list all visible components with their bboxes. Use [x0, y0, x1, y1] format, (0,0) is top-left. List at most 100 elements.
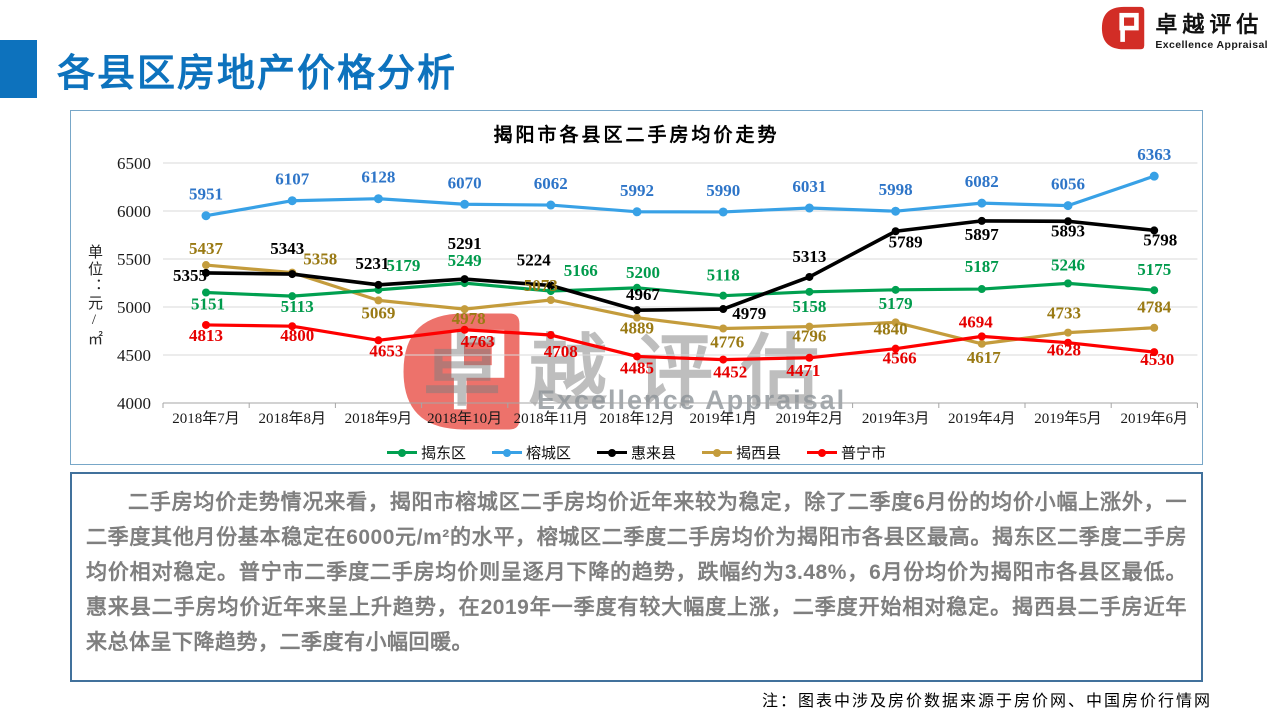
data-label: 5897 [965, 225, 1000, 244]
page-title: 各县区房地产价格分析 [57, 53, 458, 95]
data-label: 5798 [1143, 230, 1177, 249]
data-label: 6128 [361, 168, 395, 187]
data-point [546, 295, 555, 304]
data-label: 5179 [879, 294, 913, 313]
company-logo-text: 卓越评估 Excellence Appraisal [1155, 7, 1268, 51]
gridlines: 4000 4500 5000 5500 6000 6500 [117, 154, 1198, 413]
legend-item-榕城区: 榕城区 [491, 442, 571, 463]
data-label: 4979 [732, 304, 766, 323]
data-point [202, 268, 210, 277]
legend-item-揭西县: 揭西县 [702, 442, 781, 463]
watermark-subtext: Excellence Appraisal [537, 385, 847, 415]
x-axis-tick-label: 2018年9月 [345, 410, 413, 427]
data-point [719, 324, 728, 333]
data-label: 6056 [1051, 175, 1085, 194]
data-point [1150, 323, 1159, 332]
watermark: 卓越评估 Excellence Appraisal [71, 111, 1202, 464]
x-axis-tick-label: 2019年1月 [689, 410, 757, 427]
y-axis-unit-label: 单位：元/㎡ [86, 244, 102, 347]
series-揭东区 [202, 279, 1159, 301]
data-point [1064, 338, 1072, 347]
data-point [374, 280, 383, 289]
data-point [977, 216, 986, 225]
series-惠来县 [202, 216, 1159, 315]
data-point [1063, 201, 1073, 211]
y-axis-tick-label: 4000 [117, 394, 151, 413]
chart-legend: 揭东区 榕城区 惠来县 揭西县 普宁市 [71, 442, 1202, 463]
data-label: 5789 [889, 232, 923, 251]
data-point [374, 296, 383, 305]
series-line-揭西县 [205, 263, 1155, 346]
legend-label: 揭东区 [420, 446, 466, 462]
data-label: 4813 [189, 326, 223, 345]
data-label: 5073 [524, 276, 558, 295]
data-point [288, 270, 297, 279]
data-label: 5187 [965, 257, 1000, 276]
x-axis-tick-label: 2019年4月 [948, 410, 1016, 427]
x-axis-tick-label: 2019年5月 [1034, 410, 1102, 427]
data-point [460, 325, 469, 334]
data-point [977, 332, 986, 341]
data-label: 5166 [564, 261, 598, 280]
data-label: 5151 [191, 295, 225, 314]
series-line-普宁市 [205, 323, 1155, 362]
x-axis: 2018年7月 2018年8月 2018年9月 2018年10月 2018年11月 201… [162, 403, 1198, 427]
data-label: 4800 [280, 326, 314, 345]
data-label: 4978 [452, 309, 486, 328]
data-point [633, 283, 641, 292]
company-logo-icon [1101, 6, 1147, 52]
legend-marker-icon [491, 448, 522, 457]
x-axis-tick-label: 2019年6月 [1120, 410, 1188, 427]
data-point [288, 292, 297, 301]
series-line-揭东区 [205, 281, 1155, 298]
legend-label: 惠来县 [630, 446, 676, 462]
watermark-text: 卓越评估 [423, 328, 848, 415]
data-point [805, 272, 814, 281]
analysis-panel: 二手房均价走势情况来看，揭阳市榕城区二手房均价近年来较为稳定，除了二季度6月份的… [70, 472, 1203, 682]
data-point [202, 288, 210, 297]
data-point [460, 199, 470, 209]
data-point [1150, 286, 1159, 295]
data-point [719, 305, 728, 314]
data-point [632, 207, 642, 217]
legend-marker-icon [702, 448, 732, 457]
data-point [287, 196, 297, 206]
data-label: 6070 [448, 173, 482, 192]
data-label: 5175 [1137, 260, 1171, 279]
data-point [201, 211, 211, 221]
data-point [891, 285, 900, 294]
data-point [719, 291, 728, 300]
legend-label: 揭西县 [736, 446, 782, 462]
data-label: 5231 [355, 254, 389, 273]
data-label: 6363 [1137, 145, 1171, 164]
data-point [1064, 217, 1072, 226]
data-point [546, 281, 555, 290]
data-label: 4653 [369, 341, 403, 360]
y-axis-tick-label: 6500 [117, 154, 151, 173]
data-label: 4840 [874, 319, 908, 338]
data-point [1150, 226, 1159, 235]
data-point [546, 200, 556, 210]
data-point [719, 355, 728, 364]
data-label: 4452 [713, 363, 747, 382]
company-name: 卓越评估 [1155, 12, 1264, 37]
data-label: 4796 [792, 327, 826, 346]
data-label: 5179 [386, 256, 420, 275]
legend-marker-icon [386, 448, 417, 457]
x-axis-tick-label: 2019年2月 [776, 410, 844, 427]
data-point [1150, 348, 1159, 357]
y-axis-tick-label: 5500 [117, 250, 151, 269]
data-point [891, 318, 900, 327]
legend-marker-icon [596, 448, 627, 457]
company-logo: 卓越评估 Excellence Appraisal [1101, 6, 1268, 52]
data-label: 4776 [710, 333, 744, 352]
data-point [546, 287, 555, 296]
data-label: 4694 [959, 312, 994, 331]
data-point [977, 285, 986, 294]
data-label: 4471 [786, 361, 820, 380]
data-label: 4784 [1137, 298, 1172, 317]
data-label: 5069 [361, 303, 395, 322]
data-point [202, 320, 210, 329]
data-source-note: 注：图表中涉及房价数据来源于房价网、中国房价行情网 [761, 693, 1212, 710]
data-point [202, 261, 210, 270]
